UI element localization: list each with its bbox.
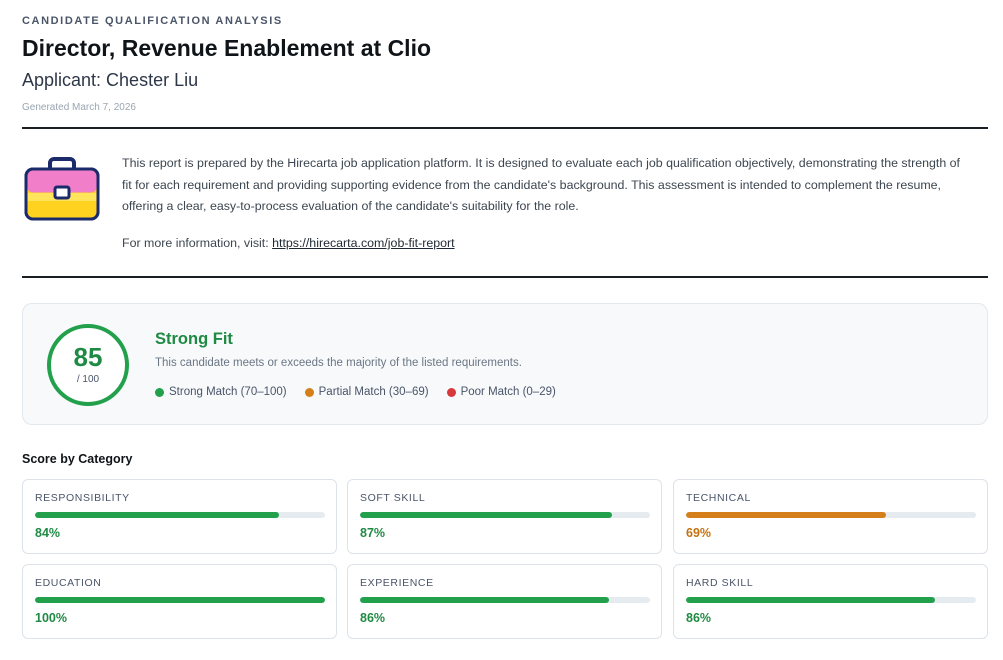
category-card-technical: TECHNICAL 69% [673, 479, 988, 554]
category-percent: 86% [360, 611, 386, 625]
category-label: SOFT SKILL [360, 492, 426, 504]
category-percent: 84% [35, 526, 61, 540]
category-bar-track [360, 512, 650, 518]
category-bar-fill [686, 512, 887, 518]
category-percent: 86% [686, 611, 712, 625]
score-badge: 85 / 100 [47, 324, 129, 406]
category-heading: Score by Category [22, 452, 133, 466]
legend-dot-partial [304, 387, 314, 397]
category-card-education: EDUCATION 100% [22, 564, 337, 639]
fit-description: This candidate meets or exceeds the majo… [155, 357, 522, 369]
intro-divider [22, 276, 988, 278]
more-info-link[interactable]: https://hirecarta.com/job-fit-report [272, 236, 455, 250]
category-label: EXPERIENCE [360, 577, 434, 589]
legend-dot-poor [446, 387, 456, 397]
page-title: Director, Revenue Enablement at Clio [22, 35, 432, 61]
category-percent: 69% [686, 526, 712, 540]
score-denominator: / 100 [76, 374, 100, 385]
category-bar-fill [35, 597, 325, 603]
report-eyebrow: CANDIDATE QUALIFICATION ANALYSIS [22, 15, 283, 27]
fit-label: Strong Fit [155, 330, 233, 348]
category-card-experience: EXPERIENCE 86% [347, 564, 662, 639]
category-bar-track [35, 597, 325, 603]
more-info-prefix: For more information, visit: [122, 236, 273, 250]
category-percent: 87% [360, 526, 386, 540]
top-divider [22, 127, 988, 129]
category-bar-fill [360, 512, 613, 518]
overall-score: 85 [73, 342, 103, 372]
legend-partial: Partial Match (30–69) [304, 386, 429, 398]
category-card-responsibility: RESPONSIBILITY 84% [22, 479, 337, 554]
category-bar-fill [360, 597, 610, 603]
legend-poor: Poor Match (0–29) [446, 386, 556, 398]
applicant-name: Applicant: Chester Liu [22, 70, 199, 90]
category-bar-track [35, 512, 325, 518]
category-bar-fill [686, 597, 936, 603]
legend-label-poor: Poor Match (0–29) [460, 386, 556, 398]
category-label: TECHNICAL [686, 492, 751, 504]
category-label: EDUCATION [35, 577, 102, 589]
category-card-hard-skill: HARD SKILL 86% [673, 564, 988, 639]
legend-label-strong: Strong Match (70–100) [169, 386, 287, 398]
score-legend: Strong Match (70–100) Partial Match (30–… [155, 386, 556, 398]
category-card-soft-skill: SOFT SKILL 87% [347, 479, 662, 554]
generated-date: Generated March 7, 2026 [22, 102, 136, 113]
legend-strong: Strong Match (70–100) [155, 386, 287, 398]
fit-summary-card: 85 / 100 Strong Fit This candidate meets… [22, 303, 988, 425]
category-bar-track [686, 512, 976, 518]
category-bar-fill [35, 512, 279, 518]
category-bar-track [686, 597, 976, 603]
legend-dot-strong [155, 387, 164, 397]
legend-label-partial: Partial Match (30–69) [318, 386, 429, 398]
category-label: HARD SKILL [686, 577, 754, 589]
category-percent: 100% [35, 611, 67, 625]
more-info: For more information, visit: https://hir… [122, 236, 455, 250]
report-description: This report is prepared by the Hirecarta… [122, 156, 960, 213]
category-label: RESPONSIBILITY [35, 492, 130, 504]
briefcase-icon [24, 157, 100, 221]
category-bar-track [360, 597, 650, 603]
